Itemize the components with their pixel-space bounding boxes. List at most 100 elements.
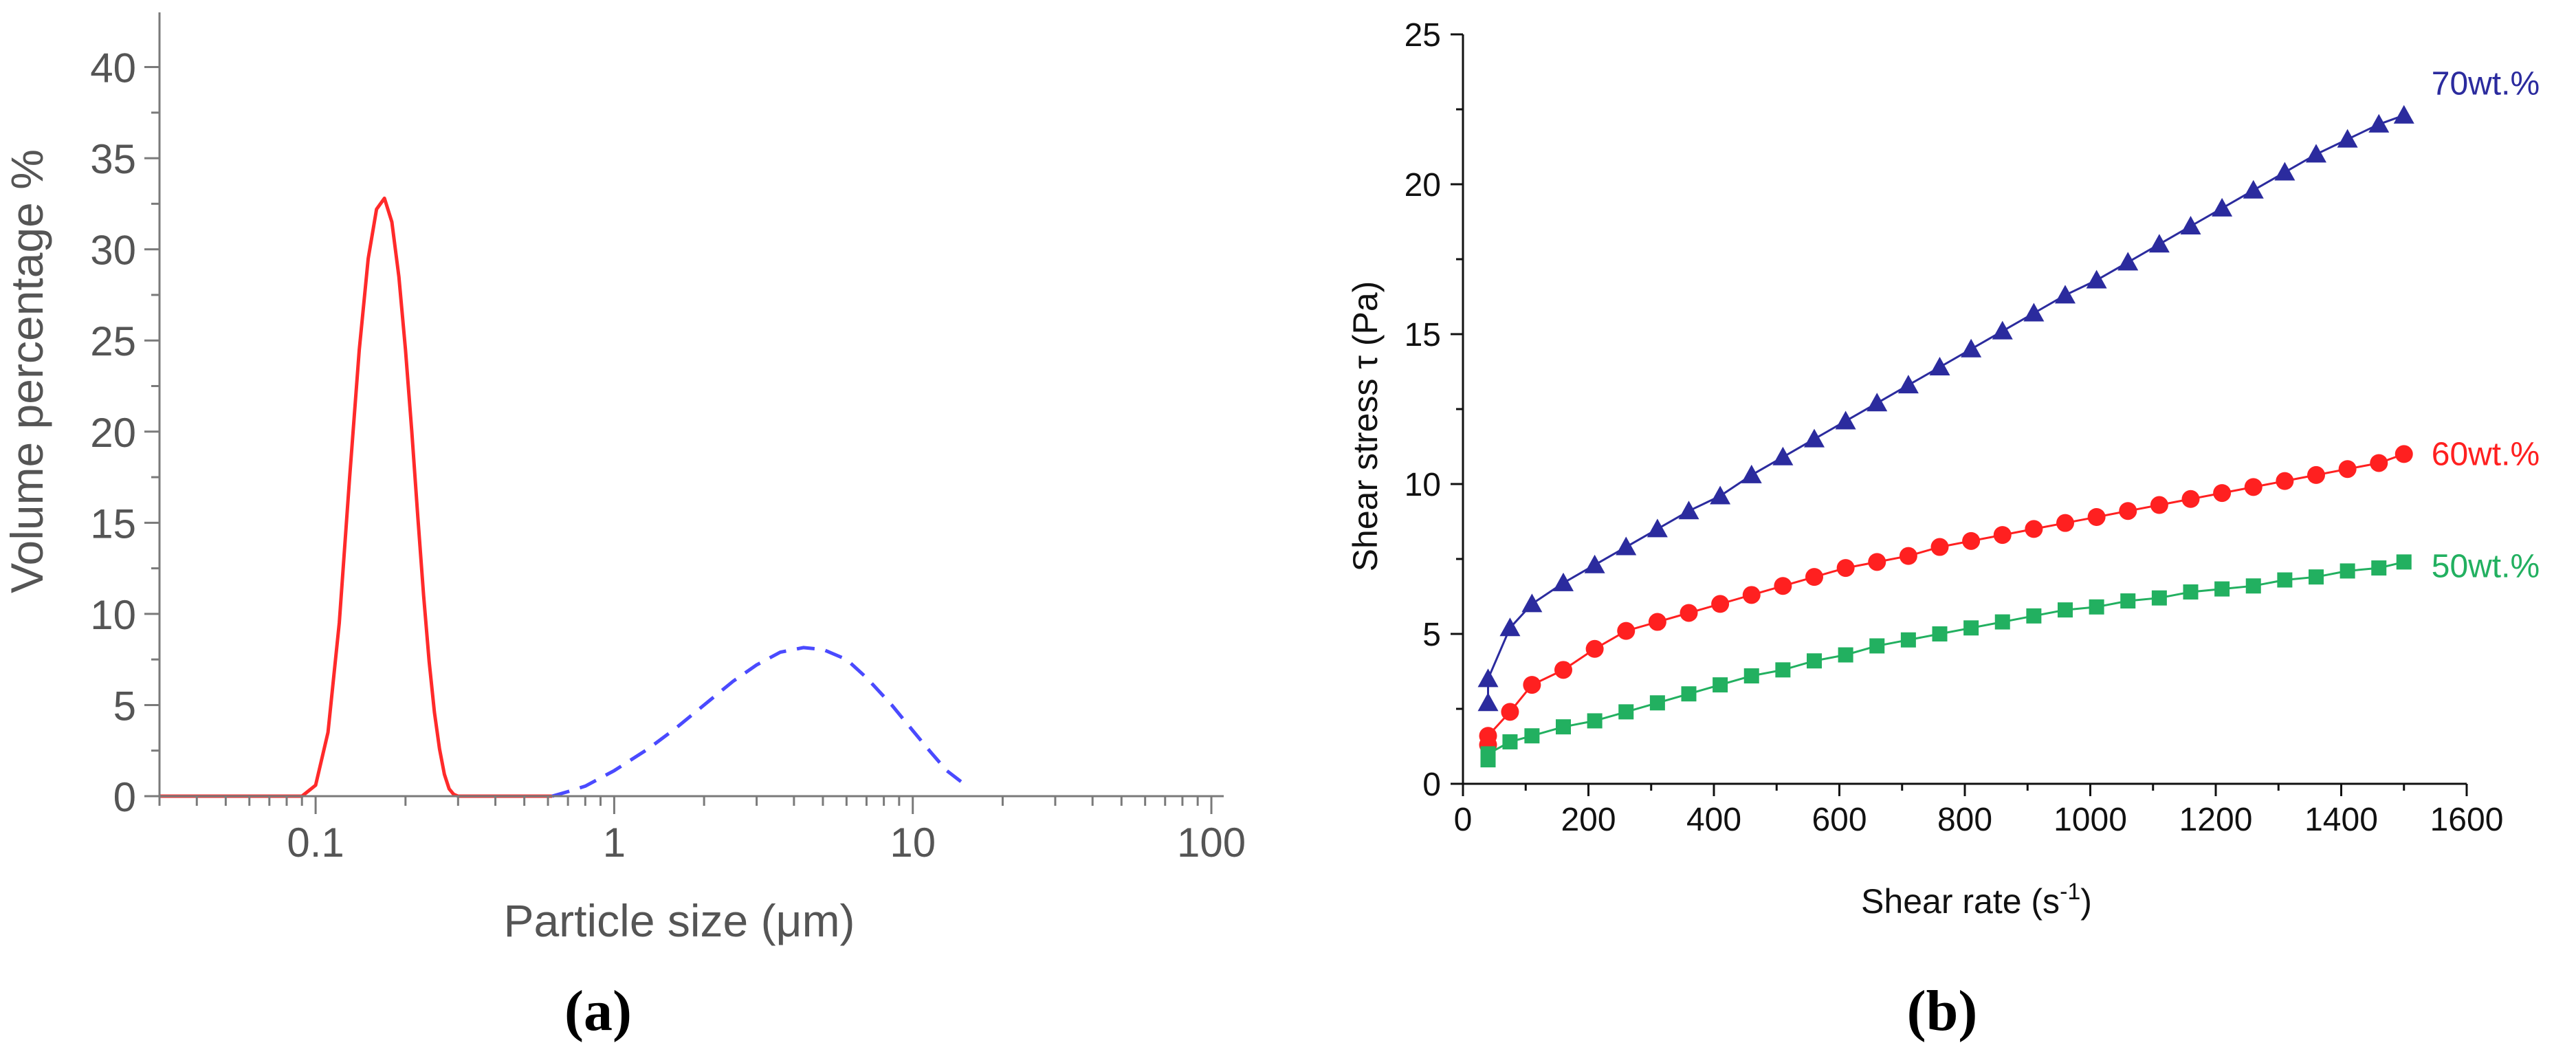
panel-b-series-70wt-point xyxy=(2055,285,2076,304)
panel-b-x-tick-label: 1400 xyxy=(2304,802,2378,838)
panel-a-axes xyxy=(158,12,1224,798)
panel-b-series-70wt-point xyxy=(1477,692,1499,712)
panel-b-y-tick-label: 15 xyxy=(1405,317,1441,353)
panel-b-series-70wt-point xyxy=(1616,536,1637,556)
panel-a-y-tick-label: 25 xyxy=(90,318,136,364)
panel-b-x-axis-label-main: Shear rate (s xyxy=(1861,882,2060,921)
panel-b-y-axis-label: Shear stress τ (Pa) xyxy=(1346,281,1385,572)
panel-b-series-70wt-point xyxy=(1521,593,1543,613)
panel-a-y-tick-label: 40 xyxy=(90,45,136,91)
panel-b-series-50wt-point xyxy=(1524,728,1540,744)
panel-b-series-50wt-point xyxy=(2151,590,2167,606)
panel-b-series-50wt-point xyxy=(2309,569,2324,585)
panel-b-series-50wt-point xyxy=(2371,560,2387,576)
panel-b-series-70wt-point xyxy=(1477,668,1499,688)
panel-b-series-60wt-point xyxy=(1805,568,1823,586)
panel-b-series-60wt-point xyxy=(1648,613,1666,631)
panel-b-series-50wt-point xyxy=(1480,746,1496,762)
panel-b-series-60wt-point xyxy=(1774,577,1792,595)
panel-b-series-60wt-point xyxy=(2087,507,2106,526)
panel-b-series-50wt-point xyxy=(1900,632,1916,648)
panel-b-series-label-50wt: 50wt.% xyxy=(2432,548,2540,584)
panel-b-series-50wt-point xyxy=(1963,620,1979,636)
panel-b-series-50wt-point xyxy=(1869,638,1885,654)
panel-b-series-60wt-point xyxy=(2119,502,2137,520)
panel-b-series-60wt-point xyxy=(1899,547,1917,565)
panel-b-series-60wt-point xyxy=(1501,703,1519,721)
panel-b-series-60wt-point xyxy=(2025,520,2043,538)
panel-b-series-50wt-point xyxy=(1807,653,1822,669)
panel-a-x-tick-label: 10 xyxy=(890,820,936,866)
panel-b-x-tick-label: 800 xyxy=(1937,802,1992,838)
panel-b-series-50wt-point xyxy=(2396,554,2412,570)
panel-b-series-50wt-point xyxy=(1681,686,1697,702)
panel-b-series-50wt-point xyxy=(2183,584,2199,600)
panel-b-series-60wt-point xyxy=(1585,639,1604,658)
panel-a-series-layer xyxy=(159,196,962,798)
panel-b-series-50wt-point xyxy=(1713,677,1728,693)
panel-b-ticks: 0 200 400 600 800 1000 1200 1400 1600 0 5 10 15 20 25 xyxy=(1405,17,2504,838)
panel-b-y-tick-label: 0 xyxy=(1422,767,1441,803)
panel-b-series-label-70wt: 70wt.% xyxy=(2432,66,2540,102)
panel-b-series-50wt-point xyxy=(1775,662,1791,678)
panel-b-series-50wt-point xyxy=(2245,578,2261,594)
panel-b-y-tick-label: 5 xyxy=(1422,617,1441,653)
panel-b-series-60wt-point xyxy=(1962,531,1981,550)
panel-b-series-70wt-point xyxy=(2148,234,2170,253)
panel-b-x-axis-label-superscript: -1 xyxy=(2060,879,2080,905)
panel-b-series-50wt-point xyxy=(1932,626,1948,641)
panel-b-series-layer xyxy=(1477,105,2414,768)
panel-b-series-70wt-line xyxy=(1487,114,2405,703)
panel-b-series-60wt-point xyxy=(2370,454,2388,472)
panel-b-series-70wt-point xyxy=(1678,501,1699,520)
panel-a-y-tick-label: 10 xyxy=(90,592,136,638)
panel-b-series-60wt-point xyxy=(1479,727,1497,745)
panel-b-x-tick-label: 1200 xyxy=(2179,802,2253,838)
panel-b-series-50wt-point xyxy=(1994,614,2010,630)
panel-b-x-tick-label: 400 xyxy=(1686,802,1741,838)
panel-b-series-70wt-point xyxy=(2180,216,2201,235)
panel-b-series-60wt-point xyxy=(2056,514,2074,532)
panel-b-shear-stress-curves: 0 200 400 600 800 1000 1200 1400 16000510152025 … xyxy=(1346,17,2540,1043)
panel-b-series-60wt-point xyxy=(1554,661,1572,679)
panel-b-series-70wt-point xyxy=(2368,113,2390,133)
panel-b-series-70wt-point xyxy=(1553,572,1574,591)
panel-a-x-tick-label: 1 xyxy=(603,820,626,866)
panel-b-series-label-60wt: 60wt.% xyxy=(2432,436,2540,472)
panel-b-series-50wt-point xyxy=(2058,602,2073,618)
panel-b-series-50wt-point xyxy=(2277,572,2293,588)
panel-b-series-50wt-point xyxy=(1556,719,1571,735)
panel-a-y-axis-label: Volume percentage % xyxy=(1,149,52,593)
panel-b-series-70wt-point xyxy=(1741,464,1762,483)
panel-b-series-70wt-point xyxy=(2117,252,2139,271)
panel-b-series-60wt-line xyxy=(1487,452,2405,745)
panel-b-series-70wt-point xyxy=(2306,144,2326,163)
panel-b-series-70wt-point xyxy=(2212,197,2233,217)
panel-b-x-tick-label: 1600 xyxy=(2430,802,2504,838)
panel-b-series-70wt-point xyxy=(1772,446,1794,465)
panel-b-series-50wt-point xyxy=(1743,668,1759,684)
panel-b-series-60wt-point xyxy=(2338,460,2357,479)
panel-b-series-70wt-point xyxy=(2086,270,2107,289)
panel-a-x-tick-label: 100 xyxy=(1177,820,1246,866)
panel-b-y-tick-label: 20 xyxy=(1405,167,1441,204)
panel-a-x-tick-label: 0.1 xyxy=(287,820,344,866)
panel-a-y-tick-label: 15 xyxy=(90,501,136,547)
panel-b-series-60wt-point xyxy=(2307,465,2325,484)
panel-b-x-axis-label-close: ) xyxy=(2080,882,2092,921)
panel-b-series-70wt-point xyxy=(1961,338,1982,358)
panel-b-x-tick-label: 1000 xyxy=(2054,802,2127,838)
panel-b-tag: (b) xyxy=(1907,979,1978,1043)
panel-b-series-60wt-point xyxy=(2150,496,2168,514)
panel-b-series-50wt-point xyxy=(1618,704,1634,720)
panel-b-series-60wt-point xyxy=(1868,553,1886,571)
panel-a-y-tick-label: 20 xyxy=(90,410,136,456)
panel-a-ticks: 0.1 1 10 100 0 5 10 15 20 25 30 35 40 xyxy=(90,45,1246,866)
panel-a-distribution-2-line xyxy=(551,646,962,798)
panel-b-series-50wt-point xyxy=(2026,608,2042,624)
panel-b-series-70wt-point xyxy=(2023,303,2045,322)
panel-b-series-70wt-point xyxy=(2393,105,2414,124)
panel-b-series-60wt-point xyxy=(1930,538,1949,556)
panel-b-series-50wt-point xyxy=(2214,581,2230,597)
